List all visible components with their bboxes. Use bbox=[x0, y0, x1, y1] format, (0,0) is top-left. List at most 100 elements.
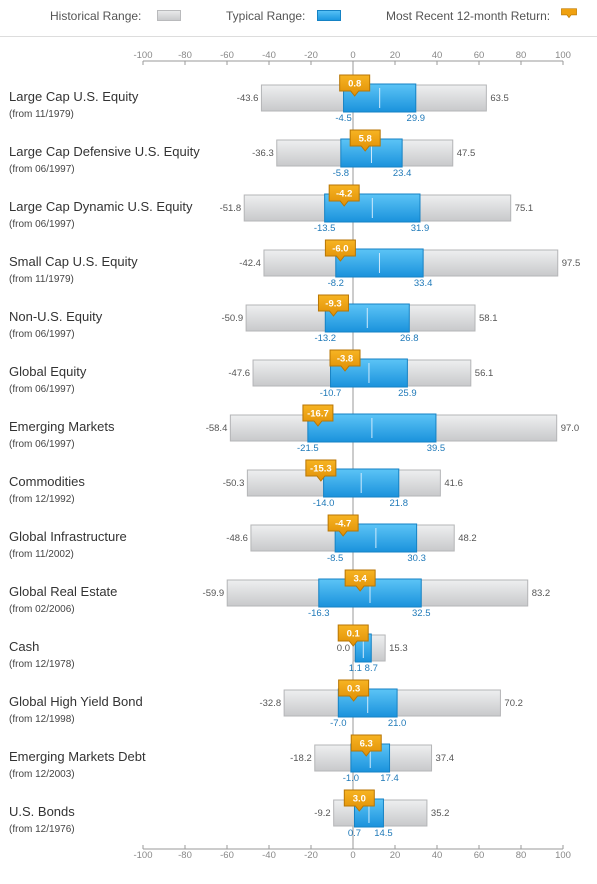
historical-low-label: -50.9 bbox=[221, 313, 243, 324]
row-4: Non-U.S. Equity (from 06/1997) -50.9 58.1 -1… bbox=[9, 294, 498, 344]
typical-low-label: 0.7 bbox=[348, 828, 361, 839]
historical-high-label: 83.2 bbox=[532, 588, 551, 599]
historical-high-label: 70.2 bbox=[504, 698, 523, 709]
typical-low-label: -13.5 bbox=[314, 223, 336, 234]
typical-high-label: 14.5 bbox=[374, 828, 393, 839]
category-name: Global High Yield Bond bbox=[9, 694, 143, 709]
category-name: Global Real Estate bbox=[9, 584, 117, 599]
typical-high-label: 23.4 bbox=[393, 168, 412, 179]
historical-high-label: 75.1 bbox=[515, 203, 534, 214]
historical-low-label: -58.4 bbox=[206, 423, 228, 434]
category-since: (from 06/1997) bbox=[9, 164, 75, 175]
typical-low-label: -5.8 bbox=[333, 168, 349, 179]
category-since: (from 11/1979) bbox=[9, 274, 74, 285]
category-name: Global Infrastructure bbox=[9, 529, 127, 544]
typical-high-label: 26.8 bbox=[400, 333, 419, 344]
tick-label-bottom: -20 bbox=[304, 850, 318, 861]
recent-return-marker bbox=[317, 294, 349, 317]
historical-high-label: 35.2 bbox=[431, 808, 450, 819]
historical-low-label: -48.6 bbox=[226, 533, 248, 544]
tick-label-bottom: -60 bbox=[220, 850, 234, 861]
typical-high-label: 33.4 bbox=[414, 278, 433, 289]
tick-label-top: 60 bbox=[474, 50, 485, 61]
recent-return-label: -4.7 bbox=[335, 519, 351, 530]
typical-high-label: 17.4 bbox=[380, 773, 399, 784]
recent-return-marker bbox=[328, 184, 360, 207]
recent-return-label: 3.0 bbox=[353, 794, 366, 805]
tick-label-top: -80 bbox=[178, 50, 192, 61]
category-name: Small Cap U.S. Equity bbox=[9, 254, 138, 269]
tick-label-bottom: -80 bbox=[178, 850, 192, 861]
recent-return-marker bbox=[338, 679, 370, 702]
historical-high-label: 97.0 bbox=[561, 423, 580, 434]
recent-return-label: -9.3 bbox=[325, 299, 341, 310]
recent-return-label: 0.3 bbox=[347, 684, 360, 695]
tick-label-top: -100 bbox=[133, 50, 152, 61]
recent-return-label: -6.0 bbox=[332, 244, 348, 255]
recent-return-label: 0.8 bbox=[348, 79, 361, 90]
typical-high-label: 25.9 bbox=[398, 388, 417, 399]
tick-label-top: 40 bbox=[432, 50, 443, 61]
tick-label-bottom: 100 bbox=[555, 850, 571, 861]
historical-high-label: 41.6 bbox=[444, 478, 463, 489]
recent-return-marker bbox=[302, 404, 334, 427]
tick-label-bottom: 40 bbox=[432, 850, 443, 861]
category-since: (from 12/2003) bbox=[9, 769, 75, 780]
tick-label-bottom: -40 bbox=[262, 850, 276, 861]
recent-return-marker bbox=[349, 129, 381, 152]
historical-high-label: 47.5 bbox=[457, 148, 476, 159]
legend-typical-swatch bbox=[317, 10, 341, 21]
legend-historical-label: Historical Range: bbox=[50, 9, 142, 23]
recent-return-marker bbox=[305, 459, 337, 482]
historical-low-label: -50.3 bbox=[223, 478, 245, 489]
historical-low-label: -43.6 bbox=[237, 93, 259, 104]
category-name: Emerging Markets bbox=[9, 419, 115, 434]
historical-high-label: 56.1 bbox=[475, 368, 494, 379]
recent-return-label: 0.1 bbox=[347, 629, 361, 640]
recent-return-label: -16.7 bbox=[307, 409, 329, 420]
recent-return-label: -15.3 bbox=[310, 464, 332, 475]
tick-label-bottom: 60 bbox=[474, 850, 485, 861]
historical-low-label: -42.4 bbox=[239, 258, 261, 269]
historical-high-label: 97.5 bbox=[562, 258, 581, 269]
tick-label-top: -60 bbox=[220, 50, 234, 61]
tick-label-top: 0 bbox=[350, 50, 355, 61]
row-10: Cash (from 12/1978) 0.0 15.3 1.1 8.7 0.1 bbox=[9, 624, 408, 674]
recent-return-label: 3.4 bbox=[354, 574, 368, 585]
category-since: (from 12/1978) bbox=[9, 659, 75, 670]
historical-low-label: -47.6 bbox=[228, 368, 250, 379]
typical-low-label: -4.5 bbox=[335, 113, 351, 124]
category-name: Large Cap U.S. Equity bbox=[9, 89, 139, 104]
tick-label-top: -20 bbox=[304, 50, 318, 61]
typical-low-label: -14.0 bbox=[313, 498, 335, 509]
historical-low-label: 0.0 bbox=[337, 643, 350, 654]
historical-high-label: 37.4 bbox=[436, 753, 455, 764]
category-since: (from 12/1976) bbox=[9, 824, 75, 835]
historical-low-label: -32.8 bbox=[259, 698, 281, 709]
typical-low-label: -1.0 bbox=[343, 773, 359, 784]
tick-label-top: -40 bbox=[262, 50, 276, 61]
row-7: Commodities (from 12/1992) -50.3 41.6 -14.0 2… bbox=[9, 459, 463, 509]
recent-return-marker bbox=[324, 239, 356, 262]
row-3: Small Cap U.S. Equity (from 11/1979) -42.4… bbox=[9, 239, 581, 289]
category-name: Non-U.S. Equity bbox=[9, 309, 103, 324]
typical-high-label: 21.8 bbox=[390, 498, 409, 509]
row-2: Large Cap Dynamic U.S. Equity (from 06/19… bbox=[9, 184, 534, 234]
recent-return-marker bbox=[337, 624, 369, 647]
typical-low-label: -8.5 bbox=[327, 553, 343, 564]
row-9: Global Real Estate (from 02/2006) -59.9 83.… bbox=[9, 569, 551, 619]
tick-label-bottom: 20 bbox=[390, 850, 401, 861]
legend-return-label: Most Recent 12-month Return: bbox=[386, 9, 551, 23]
recent-return-label: 5.8 bbox=[359, 134, 372, 145]
typical-low-label: -10.7 bbox=[320, 388, 342, 399]
category-since: (from 12/1992) bbox=[9, 494, 75, 505]
historical-low-label: -9.2 bbox=[314, 808, 330, 819]
category-since: (from 06/1997) bbox=[9, 329, 75, 340]
recent-return-marker bbox=[327, 514, 359, 537]
row-8: Global Infrastructure (from 11/2002) -48.6… bbox=[9, 514, 477, 564]
category-since: (from 11/1979) bbox=[9, 109, 74, 120]
chart-legend: Historical Range: Typical Range: Most Re… bbox=[0, 0, 597, 37]
tick-label-bottom: 0 bbox=[350, 850, 355, 861]
typical-low-label: -21.5 bbox=[297, 443, 319, 454]
category-since: (from 11/2002) bbox=[9, 549, 74, 560]
